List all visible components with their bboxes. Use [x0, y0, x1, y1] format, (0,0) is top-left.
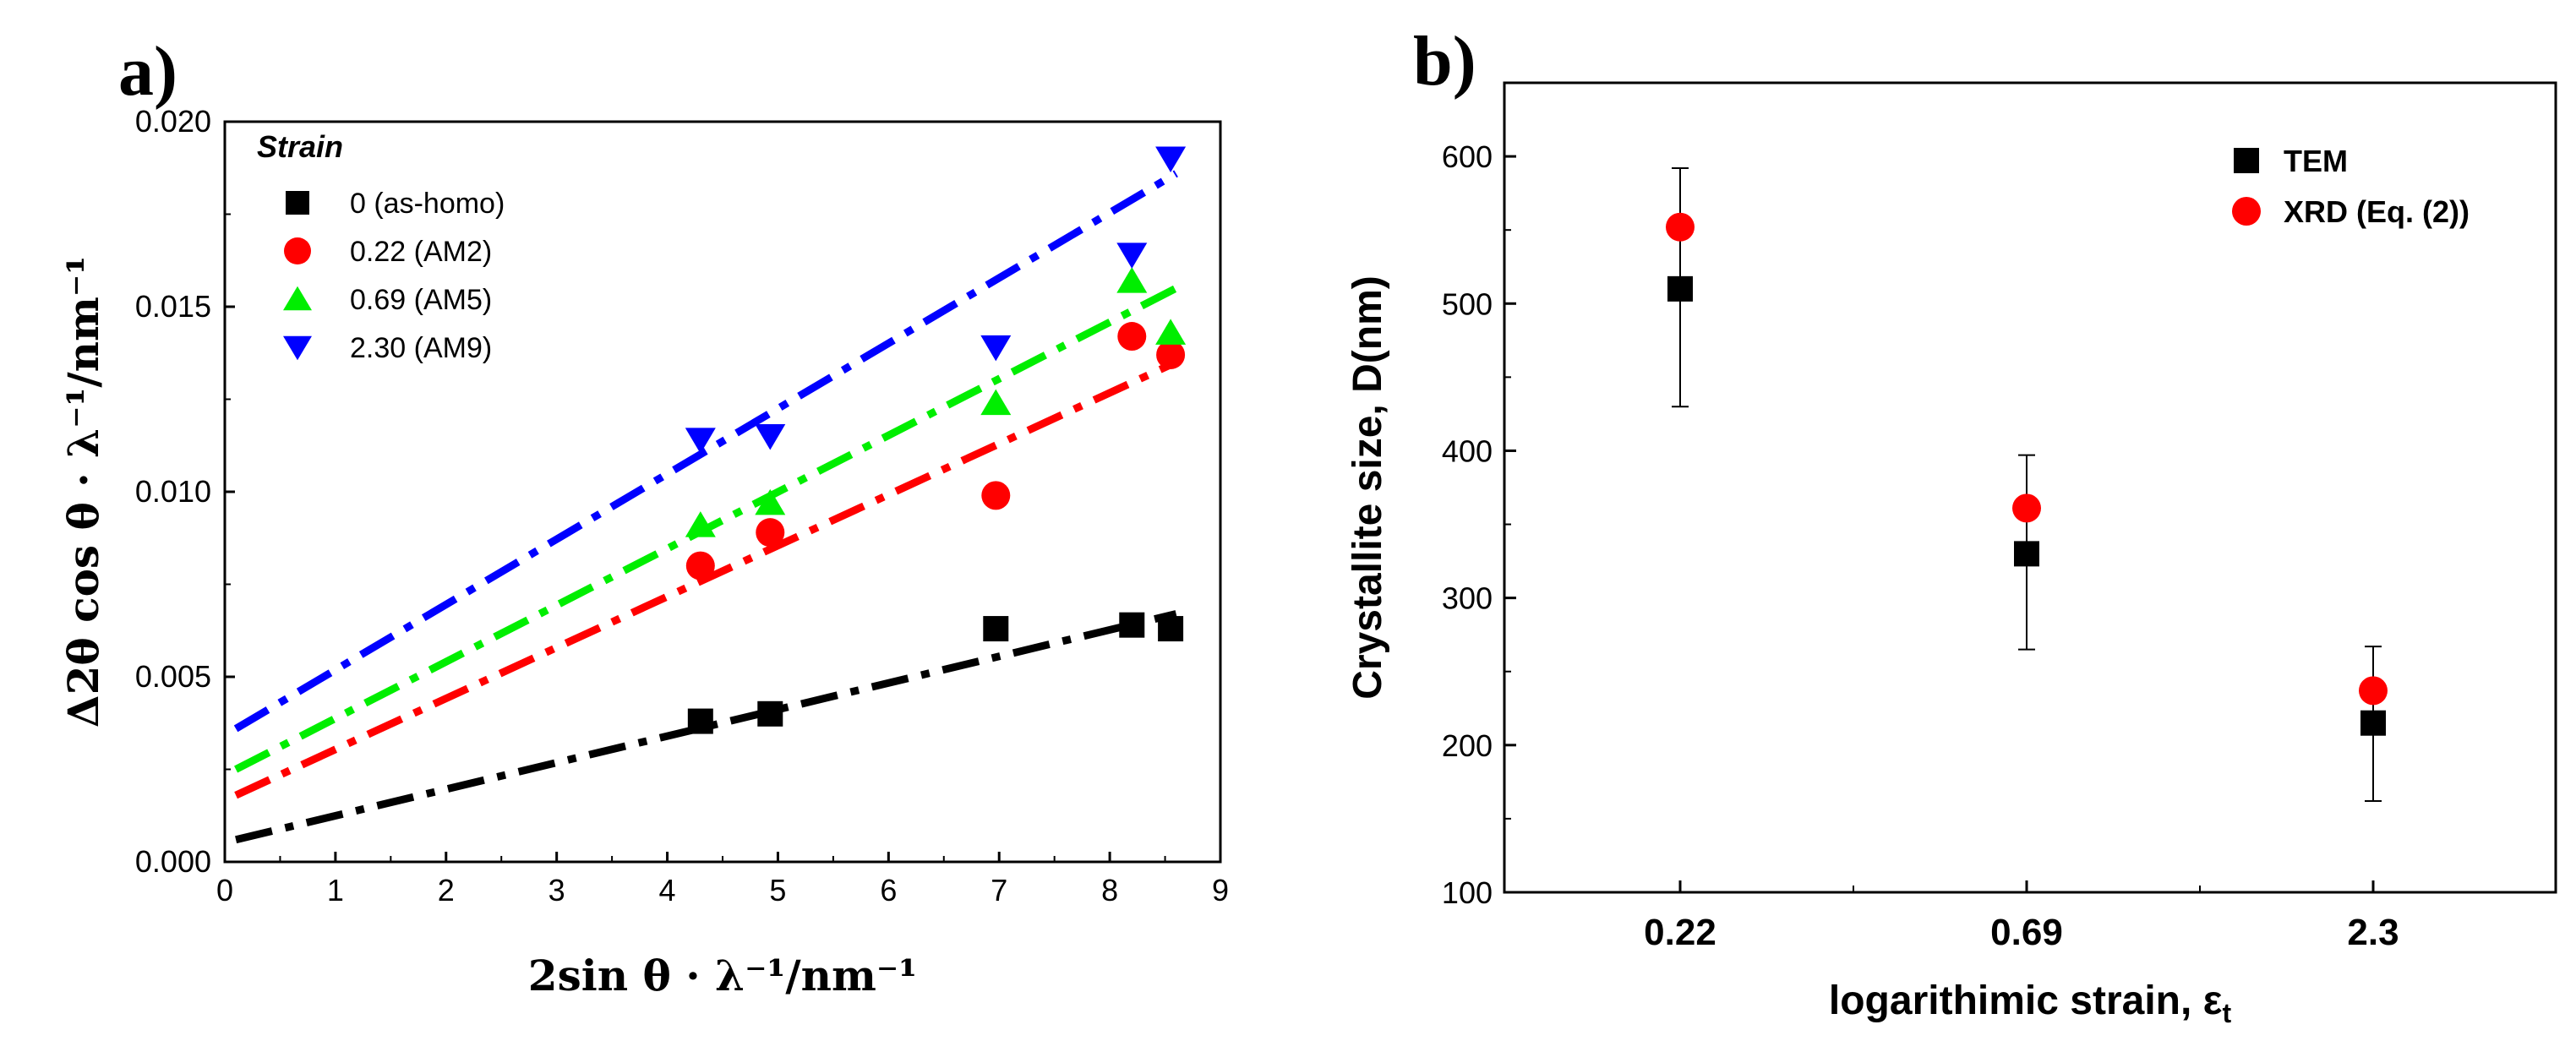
panel-b-y-tick-label: 300 — [1442, 581, 1493, 616]
panel-a-legend-marker — [286, 191, 309, 215]
panel-a-x-tick-label: 7 — [991, 873, 1007, 907]
panel-a-data-point — [1158, 616, 1184, 642]
panel-a-x-tick-label: 2 — [438, 873, 455, 907]
panel-b-legend-marker — [2234, 148, 2259, 173]
panel-a-data-point — [755, 488, 786, 515]
panel-b-x-axis-label: logarithimic strain, εt — [1829, 978, 2232, 1028]
panel-a-legend-label: 0.69 (AM5) — [350, 284, 492, 316]
panel-a-x-tick-label: 4 — [659, 873, 676, 907]
panel-a-x-tick-label: 1 — [327, 873, 344, 907]
panel-b-y-tick-label: 100 — [1442, 875, 1493, 910]
panel-a-legend-marker — [284, 237, 311, 264]
panel-a-data-point — [1119, 612, 1145, 638]
panel-b-legend-label: XRD (Eq. (2)) — [2284, 194, 2470, 229]
panel-b-label: b) — [1413, 22, 1476, 101]
panel-a-x-tick-label: 5 — [769, 873, 786, 907]
panel-b-y-axis-label: Crystallite size, D(nm) — [1345, 275, 1390, 699]
panel-a-data-point — [1155, 319, 1187, 345]
panel-b-y-tick-label: 500 — [1442, 286, 1493, 321]
panel-b-chart: b) 0.22 0.69 2.3 100 200 300 400 500 600 TEM XRD… — [1345, 22, 2557, 1028]
panel-b-x-tick-label: 2.3 — [2347, 912, 2399, 953]
panel-a-legend-marker — [283, 286, 312, 311]
panel-a-legend-label: 0 (as-homo) — [350, 188, 505, 220]
panel-a-fit-line — [235, 610, 1177, 844]
panel-a-data-point — [1155, 146, 1187, 173]
panel-a-data-point — [980, 335, 1012, 362]
panel-a-legend-title: Strain — [257, 129, 343, 164]
panel-a-data-point — [685, 551, 715, 580]
panel-b-y-tick-label: 400 — [1442, 433, 1493, 468]
panel-b-x-tick-label: 0.22 — [1644, 912, 1716, 953]
panel-b-data-point — [2014, 541, 2039, 567]
panel-a-data-point — [1117, 322, 1147, 352]
panel-b-y-tick-label: 200 — [1442, 728, 1493, 763]
panel-b-data-point — [1667, 275, 1693, 302]
panel-a-y-tick-label: 0.020 — [135, 104, 211, 139]
panel-a-data-point — [1116, 243, 1148, 269]
panel-a-x-tick-label: 3 — [548, 873, 565, 907]
panel-a-x-tick-label: 8 — [1101, 873, 1118, 907]
panel-a-legend-label: 2.30 (AM9) — [350, 332, 492, 364]
panel-b-legend-marker — [2232, 197, 2261, 226]
panel-b-x-tick-label: 0.69 — [1990, 912, 2063, 953]
panel-a-data-point — [685, 428, 716, 454]
panel-a-data-point — [687, 708, 713, 734]
panel-a-data-point — [756, 518, 785, 548]
panel-a-data-point — [755, 424, 786, 450]
panel-a-data-point — [685, 511, 716, 537]
panel-a-data-point — [1156, 340, 1186, 369]
panel-a-data-point — [981, 481, 1011, 510]
panel-a-x-tick-label: 6 — [880, 873, 897, 907]
panel-a-data-point — [1116, 267, 1148, 293]
panel-a-fit-line — [233, 170, 1178, 733]
panel-a-label: a) — [118, 32, 177, 111]
panel-b-plot-area — [1503, 81, 2557, 894]
panel-a-y-tick-label: 0.005 — [135, 659, 211, 694]
panel-a-legend: 0 (as-homo) 0.22 (AM2) 0.69 (AM5) 2.30 (AM9… — [283, 188, 505, 364]
panel-a-legend-label: 0.22 (AM2) — [350, 236, 492, 268]
panel-a-data-point — [983, 616, 1009, 642]
panel-a-x-tick-label: 0 — [216, 873, 233, 907]
panel-b-data-point — [2359, 676, 2388, 706]
panel-a-legend-marker — [283, 335, 312, 361]
panel-b-data-point — [2012, 493, 2041, 523]
panel-b-data-point — [2360, 710, 2386, 736]
panel-a-data-point — [980, 389, 1012, 416]
panel-a-data-point — [757, 700, 783, 727]
panel-a-y-tick-label: 0.015 — [135, 289, 211, 324]
panel-b-data-point — [1666, 212, 1695, 242]
panel-b-legend: TEM XRD (Eq. (2)) — [2232, 144, 2470, 229]
panel-a-y-tick-label: 0.010 — [135, 474, 211, 509]
panel-a-y-tick-label: 0.000 — [135, 844, 211, 879]
panel-b-y-tick-label: 600 — [1442, 139, 1493, 174]
panel-a-x-axis-label: 2sin θ · λ⁻¹/nm⁻¹ — [528, 951, 917, 1000]
panel-b-legend-label: TEM — [2284, 144, 2348, 178]
panel-a-x-tick-label: 9 — [1212, 873, 1229, 907]
panel-a-y-axis-label: Δ2θ cos θ · λ⁻¹/nm⁻¹ — [58, 256, 108, 728]
